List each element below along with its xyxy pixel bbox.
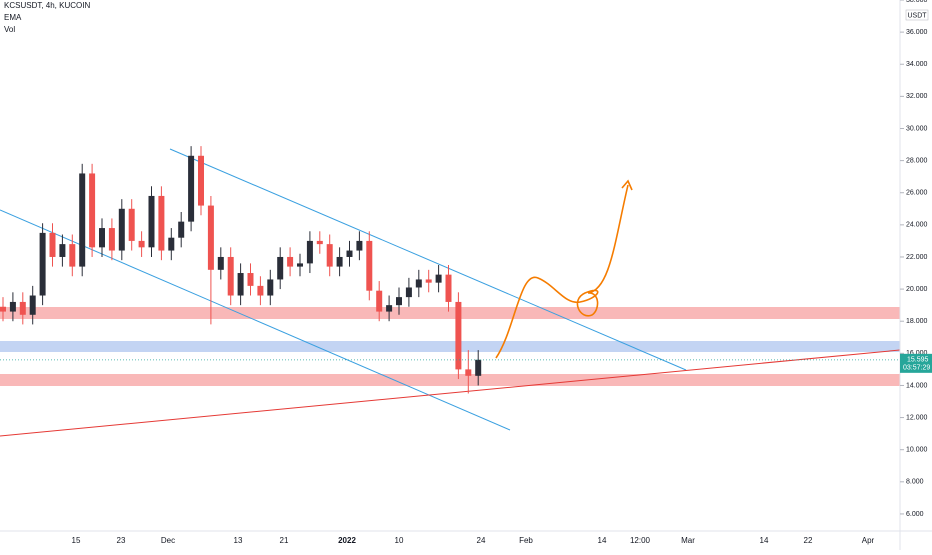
candle-body xyxy=(108,228,115,251)
candle-body xyxy=(79,173,86,267)
y-tick-label: 30.000 xyxy=(906,125,928,132)
candle-body xyxy=(435,274,442,283)
candle-body xyxy=(99,228,105,248)
candle-body xyxy=(128,208,135,241)
y-tick-label: 38.000 xyxy=(906,0,928,4)
candle-body xyxy=(148,195,155,248)
y-tick-label: 20.000 xyxy=(906,286,928,293)
x-tick-label: 14 xyxy=(598,536,607,545)
candle-body xyxy=(138,240,145,248)
candle-body xyxy=(247,273,254,286)
candle-body xyxy=(69,244,76,267)
candle-body xyxy=(386,305,393,312)
candle-body xyxy=(346,250,353,257)
candle-body xyxy=(89,173,96,248)
candle-body xyxy=(158,195,165,251)
candle-body xyxy=(257,285,264,296)
candle-body xyxy=(188,155,195,222)
candle-body xyxy=(425,279,432,283)
candle-body xyxy=(465,369,472,376)
candle-body xyxy=(168,237,175,251)
x-tick-label: Apr xyxy=(862,536,875,545)
y-tick-label: 28.000 xyxy=(906,157,928,164)
x-tick-label: 22 xyxy=(804,536,813,545)
unit-box xyxy=(905,9,929,21)
y-tick-label: 18.000 xyxy=(906,318,928,325)
x-tick-label: 23 xyxy=(117,536,126,545)
forecast-arrow xyxy=(495,179,633,359)
candle-body xyxy=(405,287,412,298)
candle-body xyxy=(59,244,66,257)
candle-body xyxy=(29,295,36,315)
x-tick-label: 24 xyxy=(477,536,486,545)
trend-line xyxy=(0,349,901,437)
candle-body xyxy=(316,240,323,245)
x-tick-label: 15 xyxy=(72,536,81,545)
candle-body xyxy=(49,232,56,257)
y-tick-label: 12.000 xyxy=(906,414,928,421)
candle-body xyxy=(376,290,383,312)
countdown-label: 03:57:29 xyxy=(903,365,930,372)
x-tick-label: 12:00 xyxy=(630,536,651,545)
y-tick-label: 14.000 xyxy=(906,382,928,389)
drawings xyxy=(0,148,901,437)
candle-body xyxy=(475,359,482,376)
y-tick-label: 26.000 xyxy=(906,190,928,197)
candle-body xyxy=(227,256,234,296)
candle-body xyxy=(217,256,224,270)
candle-body xyxy=(445,274,452,302)
axis-unit: USDT xyxy=(907,12,927,19)
x-tick-label: 2022 xyxy=(338,536,356,545)
x-tick-label: Dec xyxy=(161,536,175,545)
candle-body xyxy=(9,301,16,312)
y-tick-label: 24.000 xyxy=(906,222,928,229)
candle-body xyxy=(237,273,244,296)
candle-body xyxy=(39,232,46,296)
x-tick-label: 13 xyxy=(234,536,243,545)
y-tick-label: 16.000 xyxy=(906,350,928,357)
x-tick-label: 21 xyxy=(280,536,289,545)
candle-body xyxy=(415,279,422,288)
candle-body xyxy=(19,301,26,315)
candle-body xyxy=(277,256,284,280)
candle-body xyxy=(336,256,343,267)
candle-body xyxy=(356,240,363,251)
x-tick-label: Mar xyxy=(681,536,695,545)
y-tick-label: 36.000 xyxy=(906,29,928,36)
candle-body xyxy=(297,263,303,267)
indicator-label: EMA xyxy=(4,13,22,22)
symbol-title: KCSUSDT, 4h, KUCOIN xyxy=(4,1,90,10)
x-tick-label: 14 xyxy=(760,536,769,545)
candle-body xyxy=(455,301,462,370)
candle-body xyxy=(118,208,125,251)
y-tick-label: 10.000 xyxy=(906,447,928,454)
y-tick-label: 8.000 xyxy=(906,479,924,486)
candle-body xyxy=(0,306,6,312)
candle-body xyxy=(287,256,294,267)
candle-body xyxy=(396,297,402,306)
candle-body xyxy=(178,221,185,238)
y-tick-label: 34.000 xyxy=(906,61,928,68)
y-tick-label: 22.000 xyxy=(906,254,928,261)
y-tick-label: 6.000 xyxy=(906,511,924,518)
candle-body xyxy=(366,240,373,291)
zone xyxy=(0,341,900,352)
zone xyxy=(0,307,900,319)
candle-body xyxy=(306,240,313,264)
candle-body xyxy=(198,155,204,206)
x-tick-label: Feb xyxy=(519,536,533,545)
candle-body xyxy=(207,205,214,270)
candle-body xyxy=(326,244,333,267)
indicator-label: Vol xyxy=(4,25,15,34)
trend-line xyxy=(169,148,687,371)
last-price-label: 15.595 xyxy=(907,357,929,364)
y-tick-label: 32.000 xyxy=(906,93,928,100)
zone xyxy=(0,374,900,386)
x-tick-label: 10 xyxy=(395,536,404,545)
last-price-tag xyxy=(900,353,932,373)
candle-body xyxy=(267,279,274,296)
